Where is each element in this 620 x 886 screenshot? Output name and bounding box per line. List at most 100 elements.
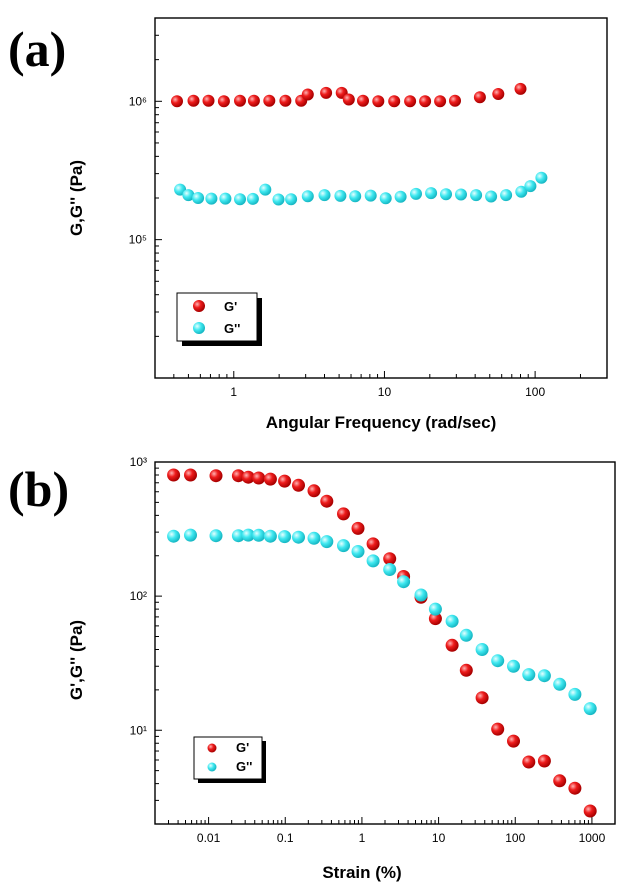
data-point-g-prime-b (568, 781, 582, 795)
data-point-g-double-prime-b (252, 528, 266, 542)
data-point-g-double-prime-b (209, 529, 223, 543)
data-point-g-prime-a (247, 94, 260, 107)
x-tick-label: 1 (359, 831, 366, 845)
data-point-g-double-prime-b (459, 628, 473, 642)
x-tick-label: 0.01 (197, 831, 221, 845)
x-axis-title-a: Angular Frequency (rad/sec) (266, 413, 497, 432)
data-point-g-double-prime-b (184, 528, 197, 542)
data-point-g-prime-a (187, 94, 200, 107)
data-point-g-double-prime-b (568, 687, 582, 701)
data-point-g-prime-b (184, 468, 197, 482)
data-point-g-double-prime-b (351, 545, 365, 558)
y-tick-label: 10⁶ (129, 94, 147, 108)
data-point-g-double-prime-a (440, 188, 452, 201)
data-point-g-prime-b (383, 552, 397, 566)
x-tick-label: 10 (378, 385, 392, 399)
legend-a: G' G'' (176, 292, 262, 346)
data-point-g-double-prime-b (167, 529, 181, 543)
data-point-g-double-prime-a (500, 189, 513, 202)
data-point-g-double-prime-b (583, 702, 597, 716)
x-tick-label: 100 (505, 831, 525, 845)
data-point-g-prime-b (366, 537, 380, 551)
data-point-g-double-prime-a (410, 187, 422, 200)
data-point-g-double-prime-a (379, 192, 392, 205)
y-tick-label: 10⁵ (129, 233, 147, 247)
data-point-g-double-prime-b (292, 530, 305, 544)
data-point-g-prime-a (279, 94, 292, 107)
data-point-g-double-prime-a (318, 189, 331, 202)
data-point-g-double-prime-b (278, 530, 292, 544)
data-point-g-double-prime-a (192, 192, 205, 204)
legend-marker-g-double-prime-b (207, 762, 217, 772)
data-point-g-prime-a (449, 94, 461, 107)
legend-box-a (176, 292, 258, 342)
data-point-g-double-prime-a (349, 190, 362, 203)
y-axis-title-b: G',G'' (Pa) (67, 620, 86, 700)
panel-label-b: (b) (8, 461, 69, 517)
legend-b: G' G'' (193, 736, 266, 783)
data-point-g-prime-a (342, 93, 355, 106)
y-axis-title-a: G,G'' (Pa) (67, 160, 86, 236)
legend-label-g-prime-b: G' (236, 740, 249, 755)
data-point-g-double-prime-a (425, 187, 438, 200)
x-tick-label: 1 (230, 385, 237, 399)
panel-label-a: (a) (8, 21, 66, 77)
data-point-g-double-prime-b (537, 669, 551, 683)
data-point-g-prime-b (263, 472, 277, 486)
legend-marker-g-prime-b (207, 743, 217, 753)
data-point-g-prime-b (292, 478, 305, 492)
data-point-g-prime-b (507, 734, 520, 748)
data-point-g-double-prime-a (301, 190, 314, 203)
legend-label-g-double-prime-b: G'' (236, 759, 252, 774)
data-point-g-prime-b (231, 469, 245, 483)
data-point-g-double-prime-a (259, 183, 272, 196)
data-point-g-double-prime-a (246, 192, 259, 205)
data-points-b (167, 468, 597, 818)
data-point-g-double-prime-b (553, 677, 567, 691)
data-point-g-prime-a (388, 95, 401, 108)
data-point-g-double-prime-b (445, 614, 459, 628)
data-point-g-double-prime-a (455, 188, 467, 201)
data-point-g-prime-a (372, 95, 385, 108)
data-point-g-double-prime-a (535, 171, 548, 184)
data-point-g-prime-a (404, 95, 417, 108)
legend-box-b (193, 736, 263, 780)
data-point-g-prime-a (357, 94, 369, 107)
data-point-g-double-prime-a (524, 180, 537, 193)
data-point-g-prime-b (522, 755, 536, 769)
data-point-g-double-prime-b (307, 531, 321, 545)
data-point-g-double-prime-b (263, 529, 277, 543)
x-tick-label: 10 (432, 831, 446, 845)
data-point-g-prime-a (301, 88, 314, 101)
data-point-g-prime-b (320, 494, 334, 508)
data-points-a (171, 82, 548, 206)
data-point-g-prime-a (202, 94, 215, 107)
data-point-g-double-prime-a (219, 192, 232, 205)
data-point-g-double-prime-b (428, 602, 442, 616)
data-point-g-prime-a (492, 88, 505, 100)
data-point-g-prime-b (337, 507, 350, 521)
data-point-g-prime-b (278, 474, 292, 488)
data-point-g-prime-b (459, 663, 473, 677)
data-point-g-double-prime-a (234, 193, 246, 206)
data-point-g-prime-b (252, 471, 266, 485)
data-point-g-double-prime-b (366, 554, 380, 568)
y-tick-label: 10² (130, 589, 147, 603)
data-point-g-double-prime-a (182, 189, 195, 202)
data-point-g-prime-a (234, 94, 246, 107)
panel-a: (a) 1 10 100 10⁵ 10⁶ Angular Frequency (rad/… (8, 17, 608, 432)
x-axis-title-b: Strain (%) (322, 863, 401, 882)
data-point-g-double-prime-b (383, 563, 397, 576)
data-point-g-double-prime-b (414, 588, 428, 602)
data-point-g-double-prime-b (522, 668, 536, 682)
data-point-g-double-prime-b (320, 535, 334, 549)
legend-label-g-double-prime-a: G'' (224, 321, 240, 336)
x-tick-label: 100 (525, 385, 545, 399)
data-point-g-prime-b (445, 638, 459, 652)
data-point-g-prime-b (537, 754, 551, 768)
x-tick-label: 0.1 (277, 831, 294, 845)
data-point-g-double-prime-b (231, 529, 245, 543)
data-point-g-double-prime-a (285, 193, 298, 206)
data-point-g-prime-a (320, 86, 333, 99)
panel-b: (b) 0.01 0.1 1 10 100 1000 10¹ 10² 10³ Strain (%… (8, 455, 616, 882)
